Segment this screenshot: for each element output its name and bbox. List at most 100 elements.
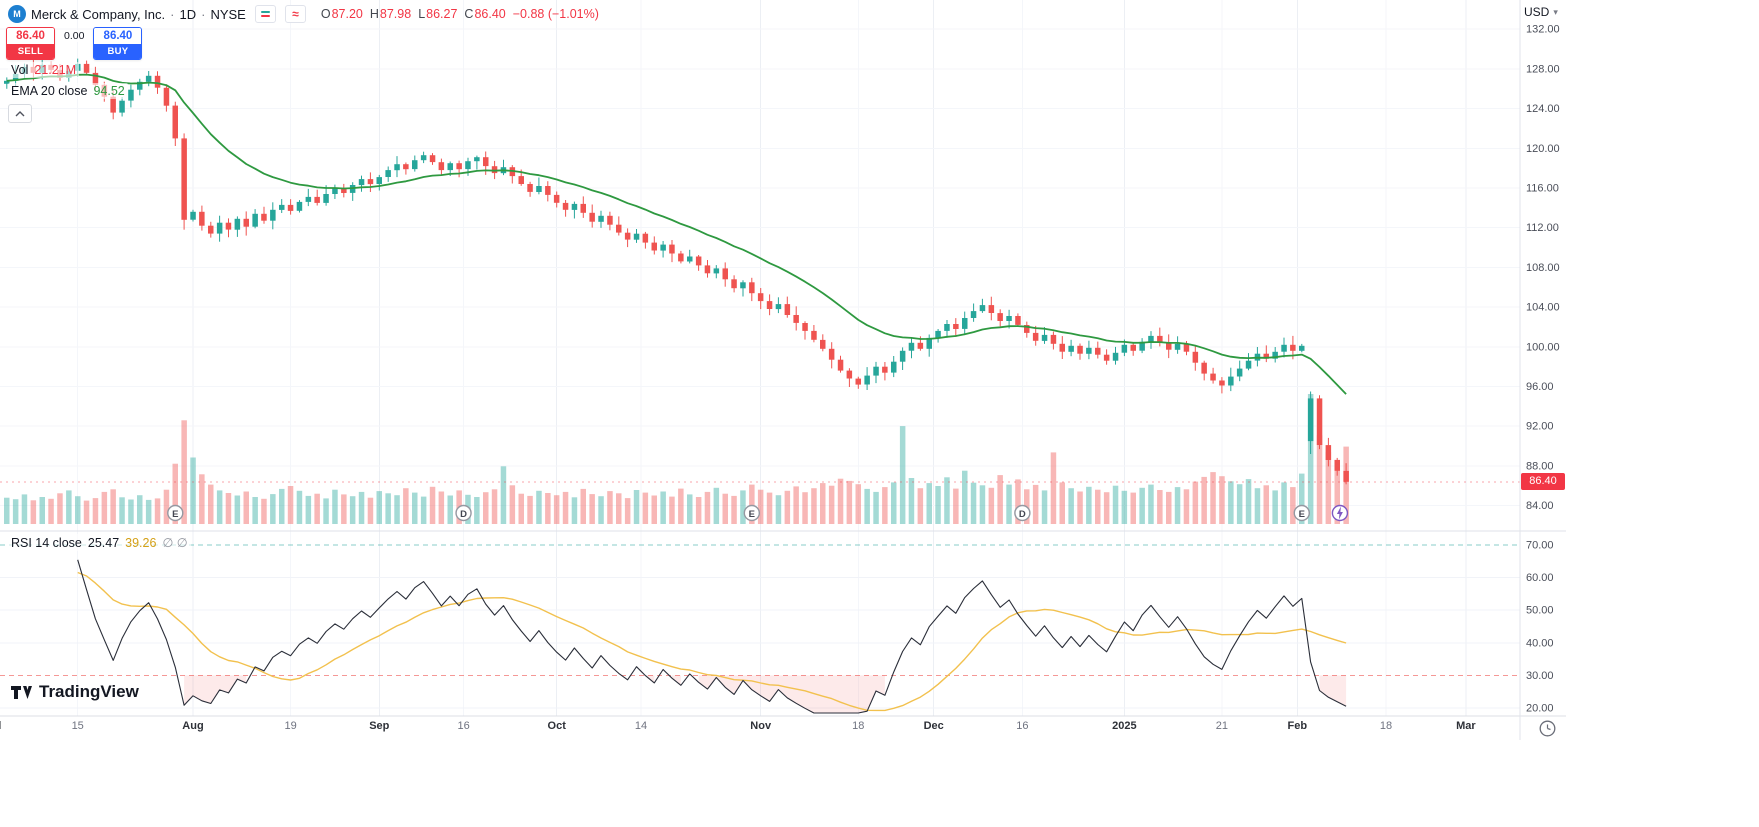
currency-label: USD	[1524, 5, 1550, 19]
svg-text:E: E	[1299, 509, 1305, 520]
open-label: O	[320, 7, 331, 21]
svg-text:124.00: 124.00	[1526, 103, 1560, 115]
svg-text:70.00: 70.00	[1526, 540, 1554, 552]
spread-value: 0.00	[62, 30, 87, 42]
svg-text:Mar: Mar	[1456, 720, 1476, 732]
ema-title: EMA 20 close	[11, 84, 88, 98]
caret-down-icon: ▾	[1553, 6, 1558, 17]
event-E-icon	[743, 504, 761, 522]
ohlc-values: O 87.20 H 87.98 L 86.27 C 86.40	[321, 7, 506, 21]
svg-text:40.00: 40.00	[1526, 637, 1554, 649]
chevron-up-icon	[15, 110, 25, 116]
buy-button[interactable]: 86.40 BUY	[93, 27, 143, 60]
time-axis-labels: Jul 15 Aug 19 Sep 16 Oct 14 Nov 18 Dec 16 2025 21 Feb 1…	[0, 720, 1476, 732]
svg-text:Feb: Feb	[1288, 720, 1308, 732]
event-D-icon	[1014, 504, 1031, 522]
candles	[4, 58, 1349, 485]
volume-legend[interactable]: Vol 21.21M	[8, 62, 80, 78]
sell-button[interactable]: 86.40 SELL	[6, 27, 55, 60]
exchange-label[interactable]: NYSE	[210, 6, 246, 22]
open-value: 87.20	[331, 7, 363, 21]
svg-text:Jul: Jul	[0, 720, 1, 732]
svg-text:E: E	[172, 509, 178, 520]
svg-text:16: 16	[1016, 720, 1028, 732]
svg-text:30.00: 30.00	[1526, 670, 1554, 682]
svg-text:50.00: 50.00	[1526, 605, 1554, 617]
close-label: C	[464, 7, 474, 21]
tradingview-logo[interactable]: TradingView	[10, 682, 139, 702]
ema-value: 94.52	[93, 84, 125, 98]
buy-label: BUY	[94, 44, 142, 59]
svg-text:104.00: 104.00	[1526, 302, 1560, 314]
rsi-ma-value: 39.26	[125, 535, 157, 550]
rsi-pane	[77, 559, 1347, 714]
event-E-icon	[167, 504, 184, 522]
svg-text:84.00: 84.00	[1526, 500, 1554, 512]
svg-text:18: 18	[852, 720, 864, 732]
buy-price: 86.40	[94, 28, 142, 44]
svg-text:116.00: 116.00	[1526, 183, 1559, 195]
svg-text:Dec: Dec	[924, 720, 944, 732]
high-label: H	[369, 7, 379, 21]
currency-selector[interactable]: USD ▾	[1524, 5, 1558, 19]
svg-text:108.00: 108.00	[1526, 262, 1560, 274]
event-E-icon	[1293, 504, 1310, 522]
grid	[0, 0, 1520, 716]
rsi-title: RSI 14 close	[11, 535, 82, 550]
svg-text:60.00: 60.00	[1526, 572, 1554, 584]
pane-separators	[0, 0, 1566, 740]
svg-text:128.00: 128.00	[1526, 63, 1560, 75]
svg-text:E: E	[749, 509, 755, 520]
svg-text:Sep: Sep	[369, 720, 389, 732]
rsi-band-flags: ∅ ∅	[162, 536, 188, 550]
price-axis-labels: 132.00 128.00 124.00 120.00 116.00 112.00 108.…	[1526, 24, 1560, 715]
price-chart-canvas[interactable]: E D E D E 132.00 128.00 124.00 120.00 116.00 112.0…	[0, 0, 1566, 740]
svg-text:16: 16	[457, 720, 469, 732]
clock-icon	[1539, 720, 1555, 736]
low-label: L	[418, 7, 426, 21]
volume-label: Vol	[11, 63, 29, 77]
chart-window: E D E D E 132.00 128.00 124.00 120.00 116.00 112.0…	[0, 0, 1566, 740]
double-dash-icon	[260, 11, 270, 17]
buy-sell-widget: 86.40 SELL 0.00 86.40 BUY	[6, 27, 143, 60]
svg-text:Aug: Aug	[182, 720, 203, 732]
svg-text:Oct: Oct	[548, 720, 567, 732]
svg-text:D: D	[1019, 509, 1026, 520]
symbol-logo-icon[interactable]: M	[8, 5, 26, 23]
sell-label: SELL	[7, 44, 54, 59]
ema-legend[interactable]: EMA 20 close 94.52	[8, 83, 128, 99]
change-value: −0.88 (−1.01%)	[512, 7, 599, 21]
svg-text:20.00: 20.00	[1526, 703, 1554, 715]
svg-text:18: 18	[1380, 720, 1392, 732]
timezone-clock-button[interactable]	[1537, 718, 1557, 738]
low-value: 86.27	[426, 7, 458, 21]
svg-text:88.00: 88.00	[1526, 460, 1554, 472]
high-value: 87.98	[379, 7, 412, 21]
symbol-title[interactable]: Merck & Company, Inc.	[31, 6, 166, 22]
svg-text:Nov: Nov	[750, 720, 772, 732]
rsi-legend[interactable]: RSI 14 close 25.47 39.26 ∅ ∅	[8, 534, 191, 551]
ema-line	[6, 73, 1347, 395]
tradingview-wordmark: TradingView	[39, 682, 139, 701]
volume-bars	[4, 394, 1349, 524]
svg-text:2025: 2025	[1112, 720, 1136, 732]
svg-text:132.00: 132.00	[1526, 24, 1560, 36]
svg-text:120.00: 120.00	[1526, 143, 1560, 155]
tradingview-mark-icon	[11, 685, 32, 699]
wave-toggle-button[interactable]: ≈	[284, 5, 306, 23]
last-price-tag: 86.40	[1521, 473, 1565, 490]
sell-price: 86.40	[7, 28, 54, 44]
svg-text:100.00: 100.00	[1526, 341, 1560, 353]
svg-text:96.00: 96.00	[1526, 381, 1554, 393]
svg-text:19: 19	[284, 720, 296, 732]
separator: ·	[201, 6, 206, 22]
svg-text:112.00: 112.00	[1526, 222, 1559, 234]
collapse-indicators-button[interactable]	[8, 104, 32, 123]
interval-selector[interactable]: 1D	[179, 6, 197, 22]
rsi-value: 25.47	[87, 535, 120, 550]
svg-text:15: 15	[72, 720, 84, 732]
svg-text:92.00: 92.00	[1526, 421, 1554, 433]
svg-text:D: D	[460, 509, 467, 520]
indicator-toggle-button[interactable]	[254, 5, 276, 23]
